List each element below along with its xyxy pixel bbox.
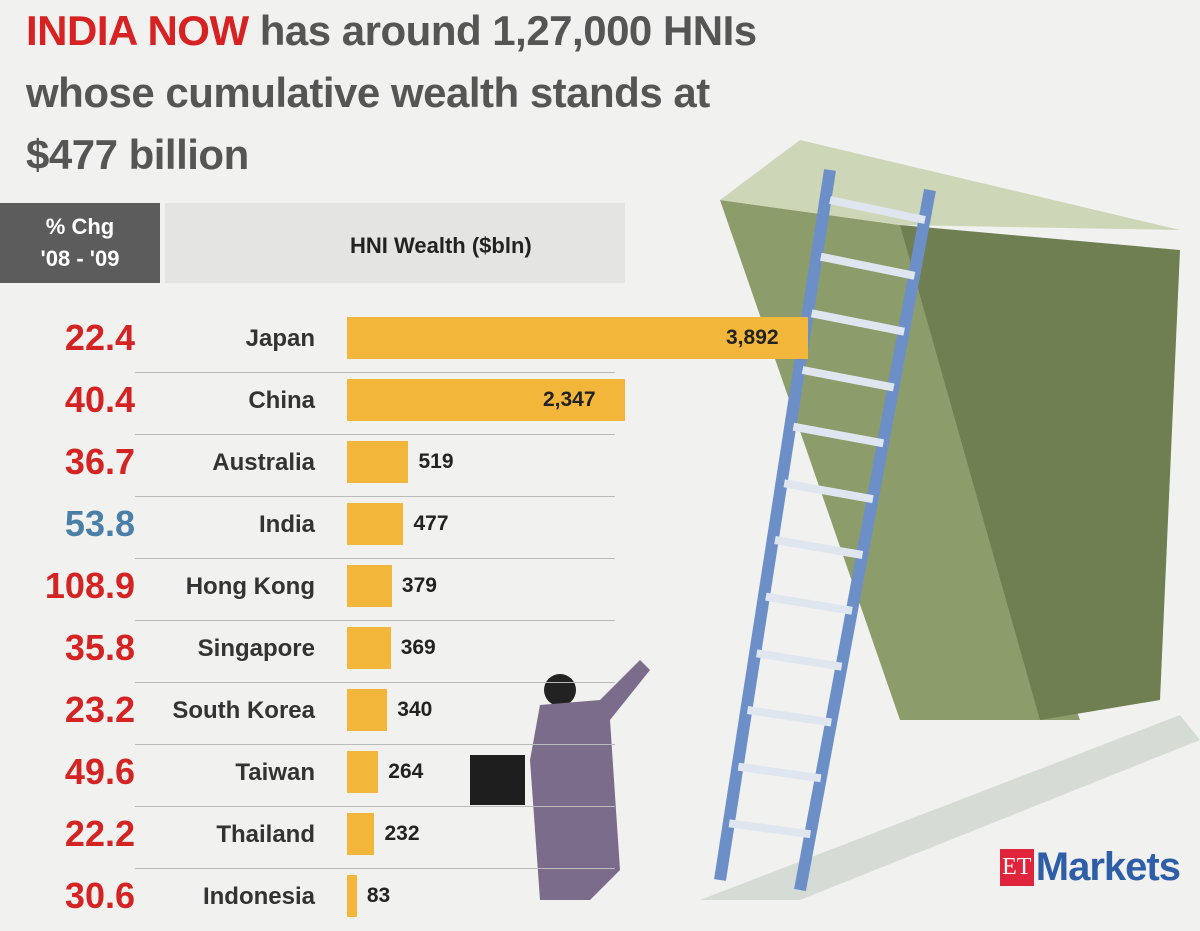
- ladder-rung: [765, 592, 853, 615]
- bar-row: 36.7 Australia 519: [0, 434, 820, 497]
- et-markets-logo: ET Markets: [999, 845, 1181, 890]
- bar: [347, 875, 357, 917]
- pct-header-line1: % Chg: [45, 214, 115, 239]
- row-divider: [135, 806, 615, 807]
- bar: [347, 317, 808, 359]
- pct-change-label: 22.2: [64, 813, 135, 854]
- value-label: 232: [384, 822, 420, 845]
- headline-highlight: INDIA NOW: [26, 7, 249, 54]
- money-ladder-illustration: [470, 140, 1200, 900]
- bar: [347, 565, 392, 607]
- row-divider: [135, 372, 615, 373]
- bar: [347, 689, 388, 731]
- bar-row: 22.4 Japan 3,892: [0, 311, 820, 373]
- bar-row: 23.2 South Korea 340: [0, 682, 820, 745]
- pct-change-label: 35.8: [64, 627, 135, 668]
- pct-change-header: % Chg '08 - '09: [0, 203, 160, 283]
- bar-row: 108.9 Hong Kong 379: [0, 558, 820, 621]
- pct-header-line2: '08 - '09: [40, 246, 120, 271]
- bar-row: 40.4 China 2,347: [0, 372, 820, 435]
- logo-et: ET: [999, 849, 1034, 886]
- ladder-rung: [783, 479, 874, 504]
- ladder-rung: [728, 819, 811, 839]
- wealth-header: HNI Wealth ($bln): [165, 203, 625, 283]
- pct-change-label: 36.7: [64, 441, 135, 482]
- bar-row: 30.6 Indonesia 83: [0, 868, 820, 931]
- category-label: China: [248, 387, 315, 414]
- pct-change-label: 23.2: [64, 689, 135, 730]
- bar: [347, 379, 625, 421]
- bar-row: 49.6 Taiwan 264: [0, 744, 820, 807]
- value-label: 519: [418, 450, 454, 473]
- bar: [347, 503, 404, 545]
- row-divider: [135, 868, 615, 869]
- businessman-figure: [470, 660, 650, 900]
- headline: INDIA NOW has around 1,27,000 HNIs whose…: [26, 0, 786, 186]
- ladder-rung: [820, 252, 916, 280]
- ladder-rung: [801, 366, 895, 392]
- value-label: 379: [401, 574, 437, 597]
- value-label: 369: [400, 636, 436, 659]
- row-divider: [135, 744, 615, 745]
- category-label: Indonesia: [202, 883, 315, 910]
- category-label: South Korea: [172, 697, 315, 724]
- row-divider: [135, 558, 615, 559]
- pct-change-label: 30.6: [64, 875, 135, 916]
- ladder-shadow: [700, 715, 1200, 900]
- ladder-rung: [774, 536, 864, 559]
- pct-change-label: 22.4: [64, 317, 135, 358]
- money-stack-top: [720, 140, 1180, 230]
- headline-text: has around 1,27,000 HNIs whose cumulativ…: [26, 7, 757, 178]
- ladder: [714, 169, 936, 892]
- ladder-rung: [810, 309, 905, 336]
- bar-row: 35.8 Singapore 369: [0, 620, 820, 683]
- value-label: 264: [388, 760, 424, 783]
- value-label: 477: [413, 512, 449, 535]
- bar: [347, 627, 391, 669]
- value-label: 340: [397, 698, 433, 721]
- pct-change-label: 40.4: [64, 379, 135, 420]
- pct-change-label: 108.9: [44, 565, 135, 606]
- ladder-rung: [829, 196, 926, 224]
- ladder-rung: [756, 649, 843, 671]
- value-label: 3,892: [726, 326, 779, 349]
- category-label: India: [258, 511, 315, 538]
- logo-markets: Markets: [1035, 845, 1181, 889]
- category-label: Hong Kong: [185, 573, 315, 600]
- pct-change-label: 53.8: [64, 503, 135, 544]
- bar: [347, 813, 375, 855]
- category-label: Australia: [212, 449, 315, 476]
- row-divider: [135, 620, 615, 621]
- category-label: Taiwan: [235, 759, 315, 786]
- category-label: Japan: [245, 325, 315, 352]
- money-stack-front: [900, 225, 1180, 720]
- ladder-rung: [746, 706, 832, 727]
- row-divider: [135, 434, 615, 435]
- pct-change-label: 49.6: [64, 751, 135, 792]
- row-divider: [135, 682, 615, 683]
- bar-row: 22.2 Thailand 232: [0, 806, 820, 869]
- value-label: 2,347: [542, 388, 596, 411]
- category-label: Singapore: [197, 635, 315, 662]
- ladder-rung: [792, 422, 885, 448]
- bar: [347, 441, 409, 483]
- bar-row: 53.8 India 477: [0, 496, 820, 559]
- category-label: Thailand: [216, 821, 315, 848]
- ladder-rung: [737, 762, 822, 783]
- value-label: 83: [366, 884, 391, 907]
- row-divider: [135, 496, 615, 497]
- wealth-header-label: HNI Wealth ($bln): [350, 233, 532, 258]
- bar: [347, 751, 379, 793]
